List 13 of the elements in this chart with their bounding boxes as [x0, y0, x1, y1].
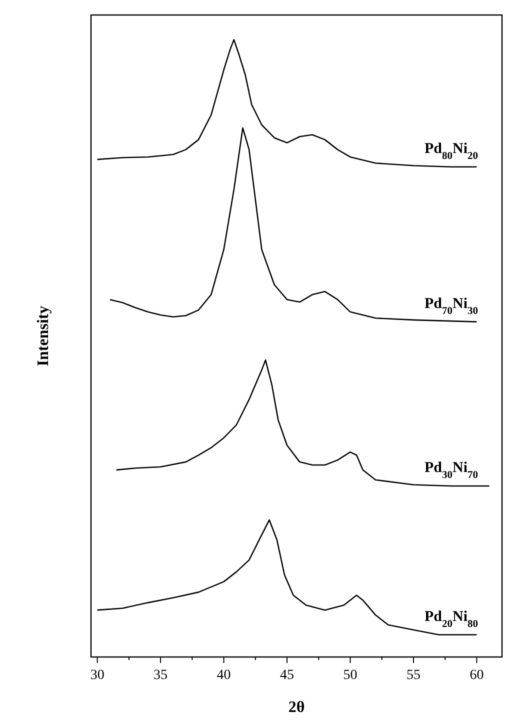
x-axis-title: 2θ: [288, 699, 305, 716]
x-tick-label: 35: [154, 668, 168, 683]
y-axis-title: Intensity: [35, 306, 52, 366]
x-tick-label: 45: [280, 668, 294, 683]
series-label: Pd$_{80}$Ni$_{20}$: [424, 140, 478, 162]
series-label: Pd$_{30}$Ni$_{70}$: [424, 460, 478, 481]
x-tick-label: 30: [90, 668, 104, 683]
series-label: Pd$_{70}$Ni$_{30}$: [424, 296, 478, 316]
x-tick-label: 50: [343, 668, 358, 683]
x-tick-label: 40: [216, 668, 231, 683]
x-tick-label: 60: [470, 668, 484, 683]
series-label: Pd$_{20}$Ni$_{80}$: [424, 608, 478, 630]
x-tick-label: 55: [406, 668, 420, 683]
